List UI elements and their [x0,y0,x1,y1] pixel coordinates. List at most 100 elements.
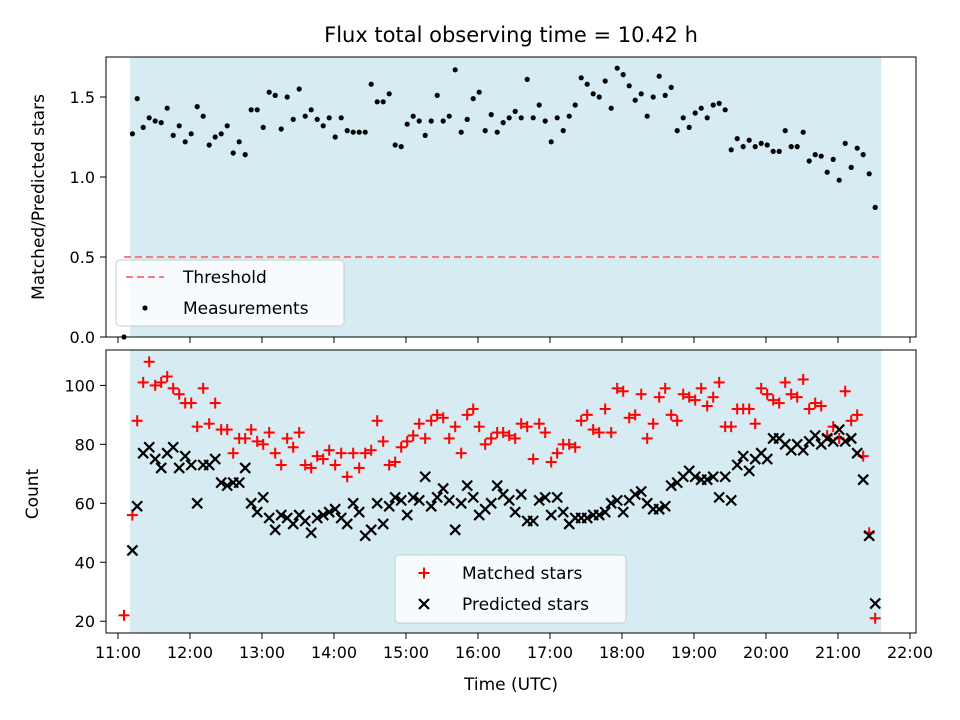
legend-predicted-swatch [418,598,430,610]
cross-stroke-b [287,518,299,530]
cross-stroke-b [857,473,869,486]
matched-star-point [815,400,827,412]
matched-star-point [251,435,263,447]
matched-stars-points [118,356,881,624]
measurement-point [320,123,326,129]
cross-stroke-b [839,435,851,448]
matched-star-point [407,429,419,441]
legend-threshold-label: Threshold [182,268,267,288]
predicted-star-point [761,453,773,465]
predicted-star-point [707,470,719,483]
measurement-point [362,129,368,135]
predicted-star-point [857,473,869,486]
cross-stroke-b [461,479,473,492]
measurement-point [662,92,668,98]
measurement-point [716,100,722,106]
matched-star-point [335,447,347,459]
x-tick-label: 18:00 [599,643,645,662]
cross-stroke-b [551,491,563,504]
matched-star-point [683,391,695,403]
cross-stroke-b [245,497,257,510]
cross-stroke-b [389,491,401,504]
cross-stroke-b [467,491,479,504]
predicted-star-point [323,506,335,518]
measurement-point [284,94,290,100]
count-y-ticks: 20 40 60 80 100 [64,376,106,631]
predicted-star-point [389,491,401,504]
measurement-point [680,115,686,121]
measurement-point [290,116,296,122]
matched-star-point [191,421,203,433]
matched-star-point [497,427,509,439]
ratio-axes-frame [105,56,917,338]
measurement-point [800,129,806,135]
predicted-star-point [557,506,569,518]
cross-stroke-b [533,494,545,507]
predicted-star-point [377,518,389,530]
y-tick-label: 40 [75,553,95,572]
measurement-point [344,128,350,134]
measurement-point [500,120,506,126]
cross-stroke-b [707,470,719,483]
cross-stroke-b [257,491,269,504]
cross-stroke-b [821,432,833,445]
matched-star-point [329,459,341,471]
cross-stroke-b [281,512,293,524]
cross-stroke-b [791,438,803,451]
legend-matched-marker [418,567,430,579]
measurement-point [842,140,848,146]
predicted-star-point [833,423,845,436]
cross-stroke-b [611,494,623,507]
cross-stroke-b [215,476,227,489]
predicted-star-point [179,450,191,462]
matched-star-point [143,356,155,368]
matched-star-point [485,432,497,444]
matched-star-point [713,376,725,388]
matched-star-point [209,397,221,409]
measurement-point [206,142,212,148]
predicted-star-point [629,488,641,501]
cross-stroke-b [173,462,185,474]
measurement-point [224,123,230,129]
measurement-point [872,204,878,210]
measurement-point [398,144,404,150]
matched-star-point [467,403,479,415]
measurement-point [296,86,302,92]
cross-stroke-b [581,512,593,524]
measurement-point [812,152,818,158]
matched-star-point [455,447,467,459]
predicted-star-point [413,494,425,507]
matched-star-point [779,376,791,388]
matched-star-point [659,382,671,394]
predicted-stars-points [126,423,881,610]
matched-star-point [569,441,581,453]
measurement-point [218,131,224,137]
measurement-point [452,67,458,73]
cross-stroke-b [755,447,767,459]
measurement-point [404,121,410,127]
y-tick-label: 0.5 [70,248,95,267]
matched-star-point [461,409,473,421]
measurement-point [392,142,398,148]
cross-stroke-b [527,515,539,527]
matched-star-point [653,391,665,403]
measurement-point [788,144,794,150]
predicted-star-point [173,462,185,474]
measurement-points [121,65,878,340]
measurement-point [350,129,356,135]
cross-stroke-b [155,462,167,474]
predicted-star-point [515,488,527,501]
predicted-star-point [341,518,353,530]
measurement-point [302,113,308,119]
matched-star-point [365,444,377,456]
measurement-point [458,129,464,135]
matched-star-point [809,397,821,409]
predicted-star-point [533,494,545,507]
cross-stroke-b [401,509,413,521]
cross-stroke-b [665,479,677,492]
cross-stroke-b [779,438,791,451]
measurement-point [134,96,140,102]
matched-star-point [137,376,149,388]
matched-star-point [581,409,593,421]
